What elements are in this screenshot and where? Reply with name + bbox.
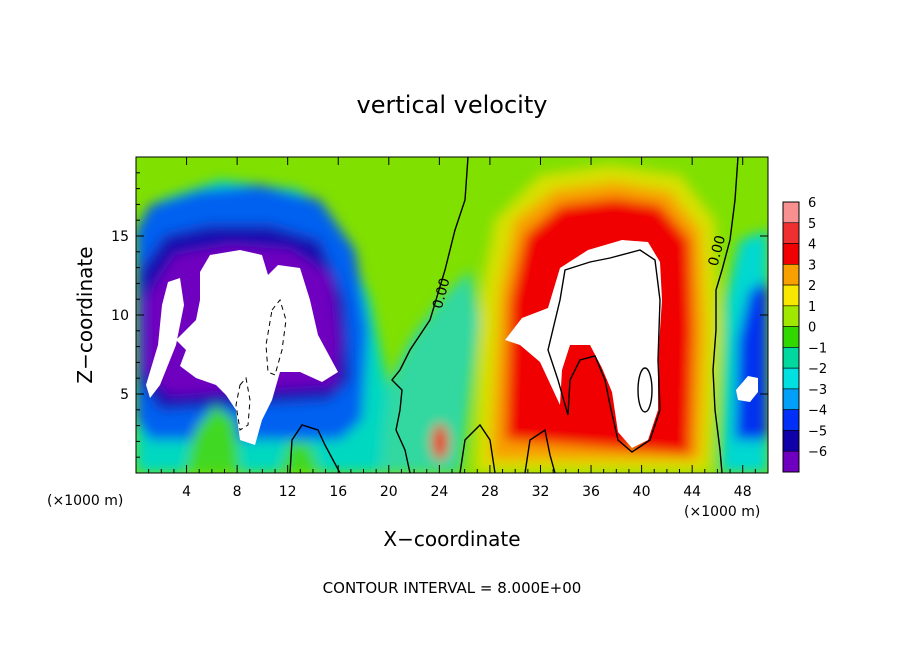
colorbar-label: 3 (808, 258, 816, 273)
saturated-small-right (736, 376, 758, 402)
colorbar-label: 0 (808, 321, 816, 336)
saturated-strip-left (146, 278, 184, 398)
colorbar-swatch (782, 450, 800, 473)
y-axis-label: Z−coordinate (73, 246, 97, 383)
colorbar-swatch (782, 347, 800, 369)
field-red-cell (432, 424, 448, 460)
x-unit-right: (×1000 m) (684, 504, 760, 520)
x-tick-label: 40 (633, 484, 651, 500)
dashed-contour-2 (235, 376, 251, 431)
saturated-core-left (176, 250, 338, 445)
field-cyan-mid (380, 270, 480, 473)
colorbar-label: 1 (808, 300, 816, 315)
x-tick-label: 20 (380, 484, 398, 500)
colorbar-swatch (782, 243, 800, 265)
x-tick-label: 28 (481, 484, 499, 500)
colorbar-label: −3 (808, 383, 827, 398)
colorbar: 6 5 4 3 2 1 0 −1 −2 −3 −4 −5 −6 (782, 196, 827, 473)
contour-low-mid (459, 423, 496, 473)
dashed-contours (235, 298, 287, 431)
contour-inner-right (547, 249, 661, 453)
x-tick-label: 8 (233, 484, 242, 500)
colorbar-swatch (782, 264, 800, 286)
x-tick-label: 12 (279, 484, 297, 500)
colorbar-label: 6 (808, 196, 816, 211)
dashed-contour-1 (265, 298, 287, 376)
x-tick-label: 44 (683, 484, 701, 500)
colorbar-label: −5 (808, 424, 827, 439)
colorbar-label: −1 (808, 341, 827, 356)
x-unit-left: (×1000 m) (47, 493, 123, 509)
colorbar-label: 4 (808, 238, 816, 253)
y-axis-ticks: 5 10 15 (111, 172, 768, 458)
plot-area (136, 157, 768, 473)
contour-zero-center (391, 157, 469, 473)
colorbar-label: 5 (808, 217, 816, 232)
colorbar-swatch (782, 305, 800, 327)
colorbar-frame (782, 201, 800, 473)
contour-interval-note: CONTOUR INTERVAL = 8.000E+00 (323, 579, 582, 597)
colorbar-swatch (782, 326, 800, 348)
contour-low-right (524, 428, 556, 473)
contour-zero-right (712, 157, 739, 473)
colorbar-label: −4 (808, 404, 827, 419)
colorbar-swatch (782, 222, 800, 244)
y-tick-label: 10 (111, 308, 129, 324)
contour-low-left (289, 424, 341, 473)
colorbar-swatch (782, 409, 800, 431)
field-green-low (185, 405, 240, 473)
contour-lines (289, 157, 739, 473)
colorbar-label: −2 (808, 362, 827, 377)
colorbar-label: 2 (808, 279, 816, 294)
chart-title: vertical velocity (357, 91, 548, 119)
colorbar-swatch (782, 284, 800, 307)
colorbar-swatch (782, 388, 800, 410)
y-tick-label: 15 (111, 229, 129, 245)
x-tick-label: 32 (532, 484, 550, 500)
contour-value-label: 0.00 (430, 276, 454, 310)
y-tick-label: 5 (120, 387, 129, 403)
colorbar-swatch (782, 201, 800, 224)
x-tick-label: 36 (582, 484, 600, 500)
x-tick-label: 4 (182, 484, 191, 500)
contour-small-ring (637, 367, 653, 413)
colorbar-swatch (782, 367, 800, 390)
x-tick-label: 48 (734, 484, 752, 500)
x-tick-label: 24 (430, 484, 448, 500)
contour-label-group: 0.00 0.00 (430, 234, 729, 311)
contour-value-label: 0.00 (706, 234, 730, 268)
colorbar-label: −6 (808, 445, 827, 460)
x-axis-ticks: 4 8 12 16 20 24 28 32 36 40 44 48 (148, 157, 756, 500)
x-tick-label: 16 (329, 484, 347, 500)
colorbar-swatch (782, 430, 800, 452)
saturated-core-right (505, 240, 662, 448)
x-axis-label: X−coordinate (383, 527, 520, 551)
